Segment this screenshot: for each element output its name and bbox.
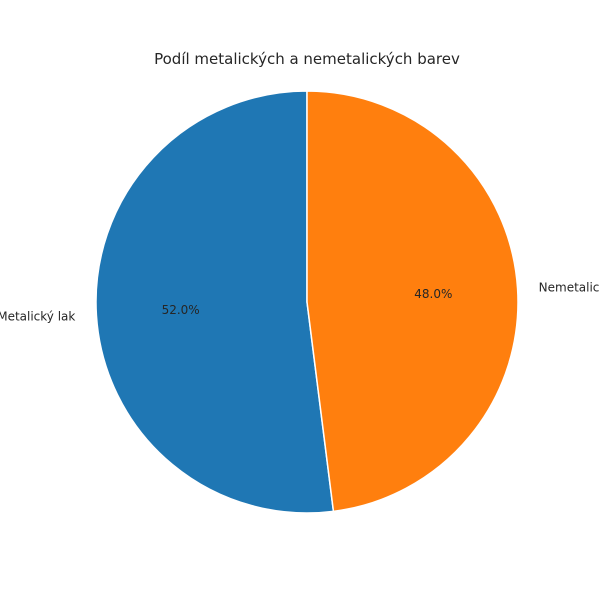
- pie-labels: 52.0% Metalický lak 48.0% Nemetalický lak: [0, 280, 600, 323]
- pie-category-label-1: Metalický lak: [0, 310, 75, 324]
- pie-category-label-2: Nemetalický lak: [539, 280, 600, 294]
- pie-percent-label-2: 48.0%: [414, 287, 452, 301]
- pie-slice-1: [95, 90, 335, 514]
- pie-slices: [95, 90, 519, 514]
- pie-slice-2: [306, 90, 519, 513]
- chart-title: Podíl metalických a nemetalických barev: [154, 50, 460, 68]
- pie-percent-label-1: 52.0%: [162, 303, 200, 317]
